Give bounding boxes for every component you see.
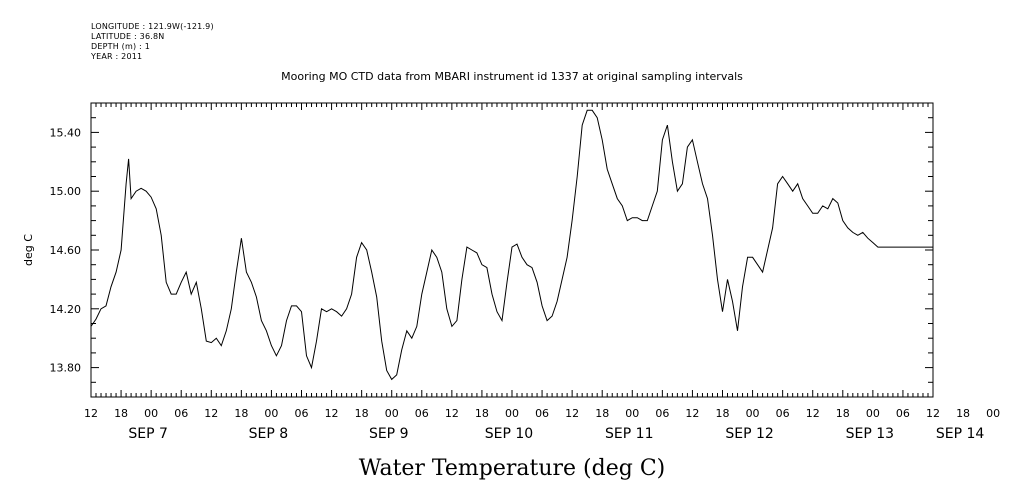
x-hour-label: 00	[866, 407, 880, 420]
x-hour-label: 06	[174, 407, 188, 420]
x-hour-label: 06	[295, 407, 309, 420]
latitude-text: LATITUDE : 36.8N	[91, 32, 165, 41]
x-hour-label: 18	[956, 407, 970, 420]
x-hour-label: 18	[595, 407, 609, 420]
x-date-label: SEP 7	[128, 426, 168, 442]
x-hour-label: 12	[806, 407, 820, 420]
x-date-label: SEP 10	[485, 426, 533, 442]
x-hour-label: 00	[505, 407, 519, 420]
x-hour-label: 18	[475, 407, 489, 420]
x-hour-label: 12	[84, 407, 98, 420]
y-axis-label: deg C	[22, 234, 35, 266]
axis-ticks	[90, 103, 934, 397]
x-hour-label: 06	[655, 407, 669, 420]
x-date-label: SEP 11	[605, 426, 653, 442]
x-hour-label: 12	[685, 407, 699, 420]
y-axis-tick-labels: 13.80 14.20 14.60 15.00 15.40	[50, 126, 82, 374]
y-tick-label: 14.20	[50, 303, 82, 316]
x-date-label: SEP 13	[846, 426, 894, 442]
x-hour-label: 06	[776, 407, 790, 420]
y-tick-label: 15.40	[50, 126, 82, 139]
y-tick-label: 15.00	[50, 185, 82, 198]
x-date-label: SEP 8	[249, 426, 289, 442]
x-hour-label: 00	[625, 407, 639, 420]
y-tick-label: 13.80	[50, 362, 82, 375]
x-hour-label: 12	[926, 407, 940, 420]
x-hour-label: 00	[746, 407, 760, 420]
x-hour-label: 12	[204, 407, 218, 420]
x-hour-label: 06	[415, 407, 429, 420]
chart-title: Mooring MO CTD data from MBARI instrumen…	[281, 70, 743, 83]
y-tick-label: 14.60	[50, 244, 82, 257]
x-hour-label: 18	[234, 407, 248, 420]
header-metadata: LONGITUDE : 121.9W(-121.9) LATITUDE : 36…	[91, 22, 214, 62]
x-hour-label: 00	[986, 407, 1000, 420]
x-hour-label: 06	[535, 407, 549, 420]
x-hour-label: 12	[445, 407, 459, 420]
x-axis-date-labels: SEP 7 SEP 8 SEP 9 SEP 10 SEP 11 SEP 12 SEP 13 S…	[128, 426, 984, 442]
year-text: YEAR : 2011	[91, 52, 143, 61]
water-temperature-line	[90, 109, 933, 381]
x-date-label: SEP 14	[936, 426, 985, 442]
x-hour-label: 00	[385, 407, 399, 420]
x-hour-label: 12	[565, 407, 579, 420]
x-hour-label: 18	[355, 407, 369, 420]
x-hour-label: 12	[325, 407, 339, 420]
x-hour-label: 18	[716, 407, 730, 420]
x-hour-label: 18	[836, 407, 850, 420]
x-axis-label: Water Temperature (deg C)	[359, 456, 666, 481]
x-date-label: SEP 12	[725, 426, 773, 442]
x-hour-label: 18	[114, 407, 128, 420]
x-date-label: SEP 9	[369, 426, 409, 442]
depth-text: DEPTH (m) : 1	[91, 42, 150, 51]
longitude-text: LONGITUDE : 121.9W(-121.9)	[91, 22, 214, 31]
x-hour-label: 00	[264, 407, 278, 420]
x-hour-label: 00	[144, 407, 158, 420]
x-axis-tick-labels: 12 18 00 06 12 18 00 06 12 18 00 06 12 18 00 06 12 18 00 06…	[84, 407, 1000, 420]
x-hour-label: 06	[896, 407, 910, 420]
